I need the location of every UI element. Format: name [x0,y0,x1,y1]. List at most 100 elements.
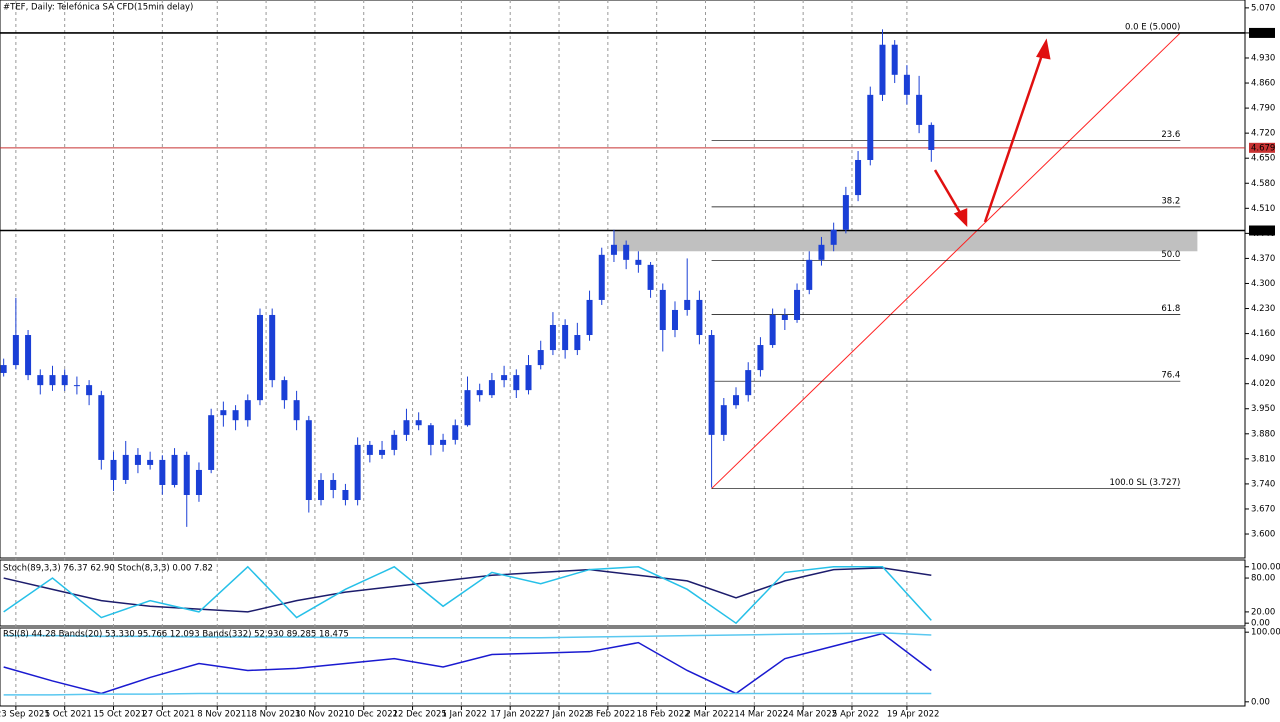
candle-body [440,439,447,445]
x-tick-label: 23 Sep 2021 [0,710,50,720]
candle-body [415,420,422,426]
candle-body [318,479,325,501]
candle-body [501,375,508,381]
candle-body [37,375,44,386]
candle-body [61,375,68,386]
candle-body [684,299,691,310]
candle-body [354,444,361,501]
candle-body [842,195,849,230]
candle-body [647,264,654,290]
candle-body [830,229,837,245]
fib-label: 76.4 [1161,371,1180,381]
x-tick-label: 27 Oct 2021 [142,710,195,720]
fib-label: 50.0 [1161,250,1180,260]
y-tick-label: 0.00 [1251,697,1270,707]
candle-body [25,335,32,376]
y-tick-label: 100.00 [1251,562,1280,572]
candle-body [452,425,459,440]
y-tick-label: 3.950 [1251,404,1275,414]
price-label-box [1249,142,1275,153]
chart-title: #TEF, Daily: Telefónica SA CFD(15min del… [3,2,193,13]
arrow [933,169,964,217]
candle-body [916,94,923,125]
price-label: 4.448 [1251,226,1275,236]
fib-label: 0.0 E (5.000) [1125,22,1180,32]
indicator-line [3,565,932,625]
fib-label: 38.2 [1161,196,1180,206]
y-tick-label: 5.070 [1251,3,1275,13]
candle-body [806,259,813,290]
candle-body [781,314,788,320]
candle-body [733,395,740,406]
candle-body [159,459,166,485]
y-tick-label: 80.00 [1251,574,1275,584]
candle-body [586,299,593,336]
fib-label: 23.6 [1161,130,1180,140]
candle-body [671,309,678,331]
y-tick-label: 3.600 [1251,530,1275,540]
candle-body [244,400,251,421]
x-tick-label: 27 Jan 2022 [539,710,590,720]
price-label-box [1249,225,1275,236]
candle-body [757,345,764,371]
y-tick-label: 4.020 [1251,379,1275,389]
fib-label: 61.8 [1161,304,1180,314]
candle-body [293,400,300,421]
x-tick-label: 18 Feb 2022 [637,710,690,720]
candle-body [183,454,190,496]
y-tick-label: 100.00 [1251,628,1280,638]
x-tick-label: 17 Jan 2022 [490,710,541,720]
candle-body [256,314,263,401]
stoch-panel [0,559,1246,627]
candle-body [464,390,471,426]
candle-body [134,454,141,465]
y-tick-label: 4.300 [1251,279,1275,289]
candle-body [891,44,898,75]
candle-body [220,410,227,416]
y-tick-label: 3.740 [1251,479,1275,489]
panel-title: Stoch(89,3,3) 76.37 62.90 Stoch(8,3,3) 0… [3,564,213,574]
candle-body [86,385,93,396]
candle-body [171,454,178,485]
candle-body [794,289,801,320]
y-tick-label: 4.860 [1251,79,1275,89]
candle-body [720,405,727,435]
indicator-line [3,567,932,613]
candle-body [696,299,703,336]
arrow [983,51,1045,223]
x-tick-label: 8 Feb 2022 [588,710,636,720]
y-tick-label: 3.670 [1251,504,1275,514]
candle-body [0,365,7,373]
x-tick-label: 24 Mar 2022 [783,710,837,720]
candle-body [195,469,202,496]
x-tick-label: 5 Oct 2021 [45,710,92,720]
candle-body [488,380,495,396]
price-label-box [1249,27,1275,38]
candle-body [476,390,483,396]
candle-body [745,370,752,396]
x-tick-label: 19 Apr 2022 [887,710,940,720]
indicator-line [3,692,932,696]
candle-body [635,259,642,265]
y-tick-label: 4.160 [1251,329,1275,339]
main-panel [0,0,1246,559]
candle-body [281,380,288,401]
candle-body [342,489,349,501]
x-tick-label: 22 Dec 2021 [393,710,447,720]
candle-body [513,375,520,391]
candle-body [903,74,910,95]
candle-body [208,415,215,470]
candle-body [818,244,825,260]
y-tick-label: 4.370 [1251,254,1275,264]
annotation-arrows [933,38,1051,228]
candle-body [562,324,569,351]
arrow-head [953,208,968,228]
rsi-panel [0,627,1246,707]
y-tick-label: 3.880 [1251,429,1275,439]
y-tick-label: 3.810 [1251,454,1275,464]
candle-body [49,375,56,386]
indicator-line [3,632,932,695]
candle-body [269,314,276,381]
candle-body [610,244,617,255]
candle-body [659,289,666,331]
